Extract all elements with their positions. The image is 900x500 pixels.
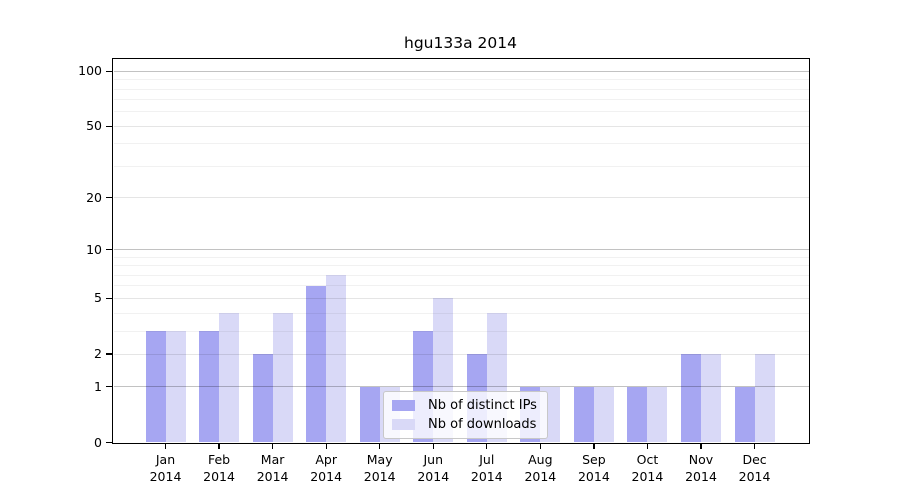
- bar-distinct-ips: [199, 331, 220, 443]
- x-tick: [539, 444, 541, 449]
- legend-item: Nb of downloads: [384, 415, 547, 434]
- bar-distinct-ips: [734, 386, 755, 443]
- bar-downloads: [272, 313, 293, 443]
- x-tick: [271, 444, 274, 449]
- gridline-y-9: [113, 256, 809, 258]
- x-tick: [593, 444, 595, 449]
- legend-label: Nb of downloads: [428, 417, 537, 432]
- bar-downloads: [165, 331, 186, 443]
- legend: Nb of distinct IPs Nb of downloads: [383, 391, 548, 439]
- x-tick-label: May 2014: [348, 452, 412, 485]
- x-tick-year: 2014: [363, 468, 396, 484]
- x-tick-year: 2014: [149, 468, 182, 484]
- y-tick-label: 0: [94, 434, 102, 450]
- gridline-y-5: [113, 297, 809, 299]
- x-tick-year: 2014: [470, 468, 503, 484]
- x-tick-year: 2014: [685, 468, 717, 484]
- bar-distinct-ips: [145, 331, 166, 443]
- x-tick-label: Sep 2014: [562, 452, 626, 485]
- gridline-y-40: [113, 143, 809, 145]
- y-tick-label: 50: [86, 118, 102, 134]
- x-tick-label: Aug 2014: [508, 452, 572, 485]
- gridline-y-90: [113, 79, 809, 81]
- gridline-y-6: [113, 285, 809, 287]
- x-tick-label: Apr 2014: [294, 452, 358, 485]
- x-tick-label: Oct 2014: [615, 452, 679, 485]
- x-tick-year: 2014: [577, 468, 610, 484]
- x-tick: [432, 444, 434, 449]
- y-tick: [106, 386, 112, 388]
- bar-downloads: [647, 386, 668, 443]
- x-tick: [325, 444, 327, 449]
- y-tick-label: 100: [78, 63, 102, 79]
- y-tick: [106, 125, 112, 127]
- x-tick-label: Feb 2014: [187, 452, 251, 485]
- gridline-y-8: [113, 265, 809, 267]
- x-tick: [486, 444, 488, 449]
- legend-swatch: [392, 419, 415, 430]
- bar-distinct-ips: [627, 386, 648, 443]
- gridline-y-50: [113, 125, 809, 127]
- x-tick-year: 2014: [417, 468, 450, 484]
- x-tick: [164, 444, 167, 449]
- gridline-y-30: [113, 165, 809, 167]
- gridline-y-3: [113, 330, 809, 332]
- legend-swatch: [392, 400, 415, 411]
- y-tick: [106, 196, 112, 199]
- gridline-y-80: [113, 88, 809, 90]
- bar-distinct-ips: [359, 386, 380, 443]
- y-tick-label: 2: [94, 346, 102, 362]
- bar-distinct-ips: [573, 386, 594, 443]
- x-tick: [646, 444, 649, 449]
- x-tick: [700, 444, 702, 449]
- y-tick: [106, 248, 112, 251]
- x-tick-label: Mar 2014: [241, 452, 305, 485]
- y-tick-label: 10: [86, 241, 102, 257]
- x-tick-label: Nov 2014: [669, 452, 733, 485]
- chart-title: hgu133a 2014: [404, 34, 517, 52]
- y-tick: [106, 353, 112, 355]
- bar-downloads: [701, 354, 721, 443]
- x-tick-label: Jul 2014: [455, 452, 519, 485]
- x-tick: [753, 444, 756, 449]
- gridline-y-1: [113, 386, 809, 388]
- x-tick-label: Jun 2014: [401, 452, 465, 485]
- y-tick-label: 20: [86, 189, 102, 205]
- bar-downloads: [754, 354, 775, 443]
- bar-downloads: [219, 313, 240, 443]
- x-tick-year: 2014: [631, 468, 664, 484]
- y-tick: [106, 70, 112, 72]
- bar-downloads: [593, 386, 614, 443]
- gridline-y-4: [113, 312, 809, 314]
- gridline-y-10: [113, 249, 809, 251]
- bar-distinct-ips: [681, 354, 701, 443]
- gridline-y-70: [113, 99, 809, 101]
- x-tick: [218, 444, 220, 449]
- x-tick-year: 2014: [738, 468, 771, 484]
- gridline-y-7: [113, 274, 809, 276]
- gridline-y-100: [113, 70, 809, 72]
- gridline-y-60: [113, 111, 809, 113]
- bar-distinct-ips: [306, 285, 327, 443]
- y-tick: [106, 441, 112, 444]
- legend-label: Nb of distinct IPs: [428, 398, 537, 413]
- y-tick-label: 1: [94, 378, 102, 394]
- x-tick-year: 2014: [256, 468, 289, 484]
- y-tick: [106, 297, 112, 300]
- x-tick: [379, 444, 381, 449]
- x-tick-label: Jan 2014: [134, 452, 198, 485]
- gridline-y-20: [113, 197, 809, 199]
- legend-item: Nb of distinct IPs: [384, 396, 547, 415]
- x-tick-year: 2014: [310, 468, 343, 484]
- bar-distinct-ips: [252, 354, 273, 443]
- bar-downloads: [326, 275, 347, 443]
- x-tick-year: 2014: [203, 468, 235, 484]
- gridline-y-2: [113, 353, 809, 355]
- y-tick-label: 5: [94, 290, 102, 306]
- x-tick-label: Dec 2014: [723, 452, 787, 485]
- x-tick-year: 2014: [524, 468, 557, 484]
